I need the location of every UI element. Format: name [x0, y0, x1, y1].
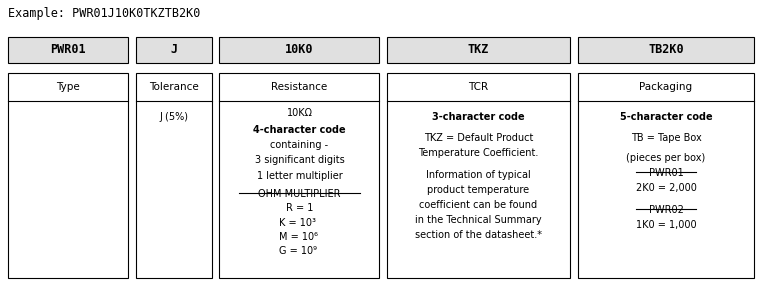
Text: Temperature Coefficient.: Temperature Coefficient.: [418, 148, 539, 158]
Text: Example: PWR01J10K0TKZTB2K0: Example: PWR01J10K0TKZTB2K0: [8, 7, 200, 20]
Text: Packaging: Packaging: [639, 82, 693, 92]
Text: Tolerance: Tolerance: [149, 82, 199, 92]
Text: Type: Type: [56, 82, 80, 92]
Text: 1K0 = 1,000: 1K0 = 1,000: [636, 220, 696, 230]
Text: TKZ = Default Product: TKZ = Default Product: [424, 133, 533, 143]
Text: TKZ: TKZ: [468, 43, 489, 56]
Text: in the Technical Summary: in the Technical Summary: [415, 215, 542, 225]
Bar: [8, 73, 128, 278]
Text: Resistance: Resistance: [271, 82, 328, 92]
Bar: [387, 37, 570, 63]
Text: 4-character code: 4-character code: [253, 125, 346, 135]
Text: OHM MULTIPLIER: OHM MULTIPLIER: [258, 189, 341, 199]
Text: R = 1: R = 1: [286, 203, 313, 214]
Text: 2K0 = 2,000: 2K0 = 2,000: [636, 183, 696, 193]
Text: 10KΩ: 10KΩ: [287, 108, 312, 118]
Bar: [136, 37, 212, 63]
Text: coefficient can be found: coefficient can be found: [419, 200, 538, 210]
Text: TB = Tape Box: TB = Tape Box: [631, 133, 701, 143]
Text: PWR01: PWR01: [50, 43, 85, 56]
Text: J (5%): J (5%): [159, 112, 188, 123]
Bar: [387, 73, 570, 278]
Bar: [219, 37, 379, 63]
Text: K = 10³: K = 10³: [279, 218, 316, 228]
Text: TCR: TCR: [469, 82, 488, 92]
Bar: [578, 73, 754, 278]
Text: section of the datasheet.*: section of the datasheet.*: [415, 230, 542, 241]
Bar: [219, 73, 379, 278]
Text: (pieces per box): (pieces per box): [626, 153, 706, 163]
Text: 10K0: 10K0: [285, 43, 314, 56]
Text: PWR02: PWR02: [648, 205, 684, 215]
Bar: [8, 37, 128, 63]
Text: 5-character code: 5-character code: [620, 112, 712, 123]
Text: PWR01: PWR01: [648, 168, 684, 178]
Text: Information of typical: Information of typical: [426, 170, 531, 180]
Text: 3-character code: 3-character code: [432, 112, 525, 123]
Text: 1 letter multiplier: 1 letter multiplier: [257, 171, 342, 181]
Text: J: J: [170, 43, 178, 56]
Text: TB2K0: TB2K0: [648, 43, 684, 56]
Text: product temperature: product temperature: [427, 185, 530, 195]
Bar: [578, 37, 754, 63]
Text: G = 10⁹: G = 10⁹: [279, 246, 317, 257]
Text: containing -: containing -: [271, 140, 328, 150]
Text: M = 10⁶: M = 10⁶: [279, 232, 318, 242]
Bar: [136, 73, 212, 278]
Text: 3 significant digits: 3 significant digits: [255, 155, 344, 166]
